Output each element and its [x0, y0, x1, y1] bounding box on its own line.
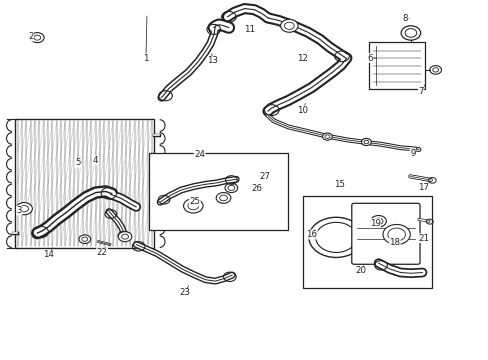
Text: 7: 7	[417, 86, 423, 95]
Text: 17: 17	[418, 183, 428, 192]
Text: 20: 20	[354, 266, 366, 275]
Text: 4: 4	[93, 156, 98, 165]
FancyBboxPatch shape	[351, 203, 419, 264]
Text: 16: 16	[305, 230, 317, 239]
Bar	[149, 153, 288, 230]
Circle shape	[16, 203, 32, 215]
Circle shape	[382, 225, 409, 244]
Text: 18: 18	[388, 238, 399, 247]
Circle shape	[429, 66, 441, 74]
Text: 11: 11	[244, 25, 254, 34]
Text: 24: 24	[194, 150, 205, 159]
Text: 12: 12	[297, 54, 308, 63]
Text: 9: 9	[409, 149, 415, 158]
Text: 14: 14	[43, 250, 54, 259]
Circle shape	[30, 33, 44, 42]
Circle shape	[118, 231, 132, 242]
Circle shape	[370, 216, 386, 227]
Bar	[15, 119, 154, 248]
Circle shape	[216, 193, 230, 203]
Text: 26: 26	[251, 184, 262, 193]
Circle shape	[79, 235, 90, 243]
Text: 10: 10	[296, 105, 307, 114]
Text: 3: 3	[17, 206, 22, 215]
Text: 2: 2	[28, 32, 34, 41]
Circle shape	[308, 217, 363, 257]
Circle shape	[280, 19, 298, 32]
Text: 8: 8	[402, 14, 407, 23]
Text: 23: 23	[179, 288, 190, 297]
Text: 25: 25	[189, 197, 200, 206]
Text: 5: 5	[75, 158, 81, 167]
Circle shape	[400, 26, 420, 40]
Circle shape	[322, 133, 331, 140]
Text: 22: 22	[97, 248, 107, 257]
Text: 27: 27	[259, 172, 270, 181]
Text: 1: 1	[143, 54, 148, 63]
Circle shape	[224, 183, 237, 193]
Circle shape	[361, 138, 370, 145]
Text: 6: 6	[367, 54, 372, 63]
Text: 21: 21	[418, 234, 428, 243]
Circle shape	[183, 199, 203, 213]
Bar	[368, 42, 424, 89]
Text: 19: 19	[369, 219, 380, 228]
Bar	[303, 196, 431, 288]
Text: 13: 13	[207, 57, 218, 66]
Text: 15: 15	[333, 180, 345, 189]
